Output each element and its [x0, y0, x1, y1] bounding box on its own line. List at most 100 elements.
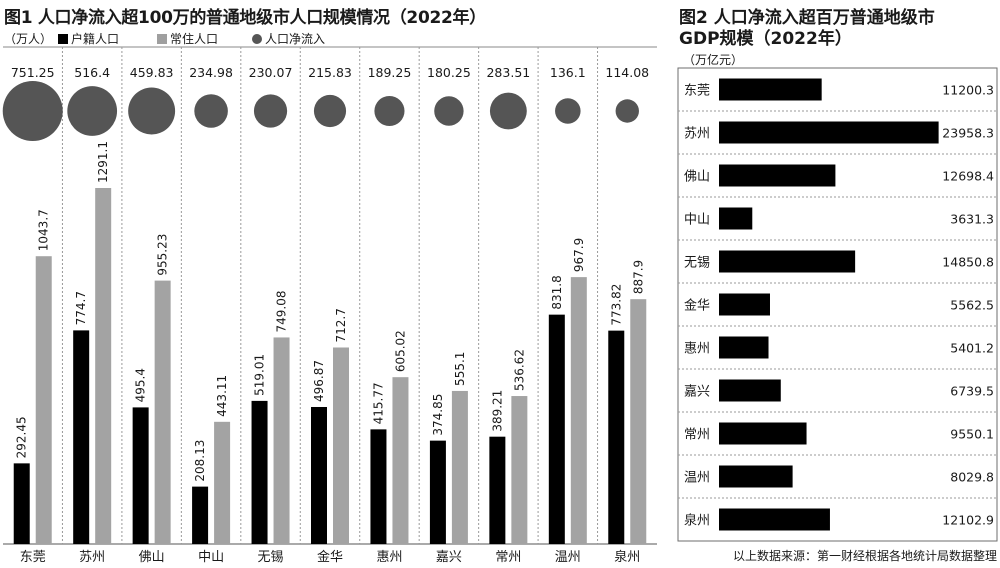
household-population-bar — [608, 330, 625, 544]
figure-2-frame — [677, 67, 998, 542]
household-population-label: 292.45 — [15, 416, 29, 458]
net-inflow-bubble — [67, 86, 118, 136]
household-population-label: 374.85 — [431, 394, 445, 436]
household-population-label: 519.01 — [253, 354, 267, 396]
gdp-value-label: 3631.3 — [950, 212, 994, 227]
household-population-label: 208.13 — [193, 440, 207, 482]
gdp-value-label: 8029.8 — [950, 470, 994, 485]
gdp-bar — [719, 465, 793, 488]
net-inflow-bubble — [374, 95, 405, 127]
gdp-value-label: 11200.3 — [942, 83, 994, 98]
gdp-bar — [719, 121, 939, 144]
household-population-bar — [311, 406, 327, 544]
gdp-value-label: 5401.2 — [950, 341, 994, 356]
net-inflow-bubble — [489, 92, 527, 130]
net-inflow-label: 751.25 — [11, 65, 55, 80]
household-population-bar — [429, 440, 446, 544]
net-inflow-bubble — [434, 96, 464, 126]
gdp-category-label: 温州 — [684, 471, 710, 486]
legend-item-changzhu: 常住人口 — [145, 30, 218, 47]
category-label: 苏州 — [79, 549, 105, 565]
household-population-label: 496.87 — [312, 360, 326, 402]
net-inflow-label: 114.08 — [605, 65, 649, 80]
resident-population-bar — [392, 377, 409, 544]
gdp-bar — [719, 336, 769, 359]
net-inflow-label: 283.51 — [486, 65, 530, 80]
data-source-note: 以上数据来源：第一财经根据各地统计局数据整理 — [732, 549, 997, 563]
resident-population-bar — [273, 337, 290, 544]
resident-population-label: 955.23 — [156, 234, 170, 276]
household-population-bar — [370, 429, 387, 544]
resident-population-label: 443.11 — [215, 375, 229, 417]
resident-population-label: 967.9 — [572, 238, 586, 272]
figure-2-chart: 东莞 11200.3 苏州 23958.3 佛山 12698.4 中山 3631.3 无锡 148… — [677, 67, 998, 542]
gdp-bar — [719, 508, 830, 531]
household-population-label: 415.77 — [371, 382, 385, 424]
resident-population-bar — [333, 347, 349, 544]
net-inflow-label: 136.1 — [550, 65, 586, 80]
legend-swatch-huji — [58, 33, 69, 44]
resident-population-bar — [511, 396, 528, 544]
legend-item-jingliuru: 人口净流入 — [244, 30, 325, 47]
resident-population-label: 1291.1 — [96, 141, 110, 183]
figure-1: 图1 人口净流入超100万的普通地级市人口规模情况（2022年） （万人） 户籍… — [2, 8, 657, 565]
figure-1-unit: （万人） — [4, 32, 53, 46]
gdp-bar — [719, 207, 753, 230]
gdp-category-label: 佛山 — [684, 170, 710, 185]
gdp-category-label: 无锡 — [684, 256, 710, 271]
category-label: 常州 — [495, 550, 521, 565]
household-population-bar — [132, 407, 149, 544]
net-inflow-label: 189.25 — [368, 65, 412, 80]
gdp-category-label: 中山 — [684, 213, 710, 228]
household-population-bar — [548, 314, 565, 544]
gdp-value-label: 14850.8 — [942, 255, 994, 270]
gdp-value-label: 23958.3 — [942, 126, 994, 141]
gdp-value-label: 5562.5 — [950, 298, 994, 313]
household-population-label: 831.8 — [550, 275, 564, 309]
legend-swatch-changzhu — [157, 33, 168, 44]
resident-population-bar — [630, 299, 647, 544]
gdp-value-label: 9550.1 — [950, 427, 994, 442]
gdp-bar — [719, 422, 807, 445]
legend-swatch-jingliuru — [252, 33, 263, 44]
resident-population-label: 1043.7 — [37, 209, 51, 251]
figure-1-legend: （万人） 户籍人口 常住人口 人口净流入 — [4, 30, 351, 47]
resident-population-bar — [35, 256, 52, 544]
category-label: 中山 — [198, 550, 224, 565]
gdp-category-label: 金华 — [684, 298, 710, 314]
resident-population-bar — [451, 390, 468, 544]
net-inflow-bubble — [313, 94, 347, 128]
figure-1-chart: 751.25 292.45 1043.7 东莞 516.4 774.7 1291.1 苏州 45… — [2, 46, 657, 565]
figure-2-title-line1: 图2 人口净流入超百万普通地级市 — [679, 8, 935, 28]
net-inflow-bubble — [615, 99, 639, 123]
resident-population-label: 887.9 — [631, 260, 645, 294]
gdp-category-label: 苏州 — [684, 126, 710, 142]
net-inflow-bubble — [253, 94, 288, 128]
resident-population-label: 555.1 — [453, 352, 467, 386]
category-label: 佛山 — [139, 550, 165, 565]
household-population-bar — [13, 463, 30, 544]
legend-label-jingliuru: 人口净流入 — [265, 32, 326, 46]
net-inflow-bubble — [2, 81, 63, 141]
category-label: 嘉兴 — [436, 550, 462, 565]
household-population-label: 495.4 — [134, 368, 148, 402]
category-label: 温州 — [555, 550, 581, 565]
gdp-category-label: 泉州 — [684, 513, 710, 529]
household-population-label: 773.82 — [609, 284, 623, 326]
net-inflow-label: 180.25 — [427, 65, 471, 80]
category-label: 惠州 — [376, 550, 402, 565]
category-label: 东莞 — [20, 550, 46, 565]
figure-1-title: 图1 人口净流入超100万的普通地级市人口规模情况（2022年） — [4, 8, 486, 28]
household-population-bar — [489, 436, 506, 544]
household-population-label: 774.7 — [74, 291, 88, 325]
net-inflow-label: 459.83 — [130, 65, 174, 80]
gdp-category-label: 惠州 — [684, 342, 710, 357]
gdp-category-label: 东莞 — [684, 84, 710, 99]
gdp-bar — [719, 164, 836, 187]
net-inflow-bubble — [194, 94, 228, 128]
figure-2-title-line2: GDP规模（2022年） — [679, 29, 852, 49]
net-inflow-label: 234.98 — [189, 65, 233, 80]
legend-item-huji: 户籍人口 — [58, 30, 119, 47]
household-population-bar — [73, 330, 90, 544]
category-label: 金华 — [317, 549, 343, 565]
